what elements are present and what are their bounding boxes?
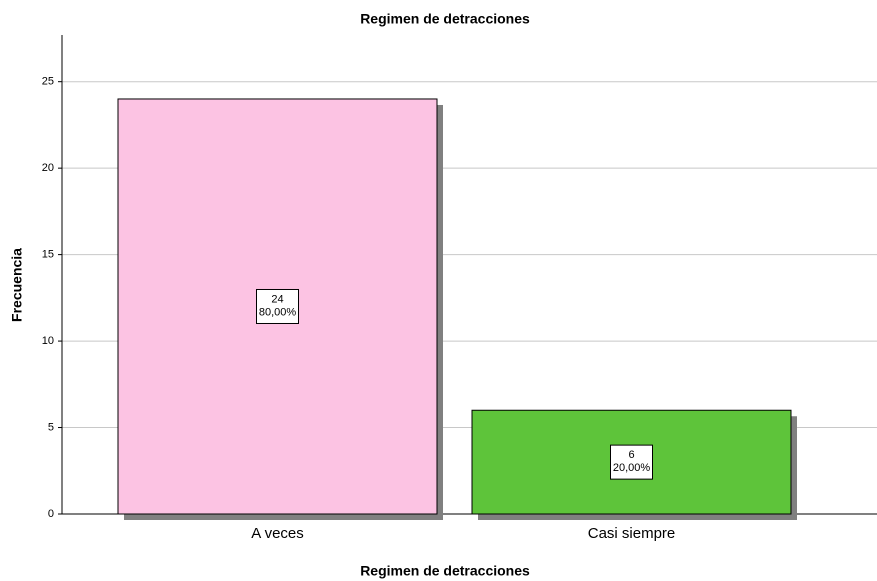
data-label-box	[610, 444, 653, 480]
data-label: 6	[628, 449, 634, 461]
data-label-box	[256, 288, 299, 324]
data-label: 24	[271, 293, 283, 305]
y-tick-label: 5	[48, 421, 54, 433]
y-tick-label: 10	[42, 335, 54, 347]
x-tick-label: A veces	[251, 525, 304, 542]
percent-label: 20,00%	[613, 462, 651, 474]
x-axis-label: Regimen de detracciones	[360, 563, 530, 579]
chart-title: Regimen de detracciones	[360, 11, 530, 27]
y-tick-label: 20	[42, 162, 54, 174]
x-tick-label: Casi siempre	[588, 525, 676, 542]
y-tick-label: 15	[42, 249, 54, 261]
y-tick-label: 25	[42, 76, 54, 88]
y-axis-label: Frecuencia	[9, 248, 25, 322]
percent-label: 80,00%	[259, 306, 297, 318]
y-tick-label: 0	[48, 508, 54, 520]
